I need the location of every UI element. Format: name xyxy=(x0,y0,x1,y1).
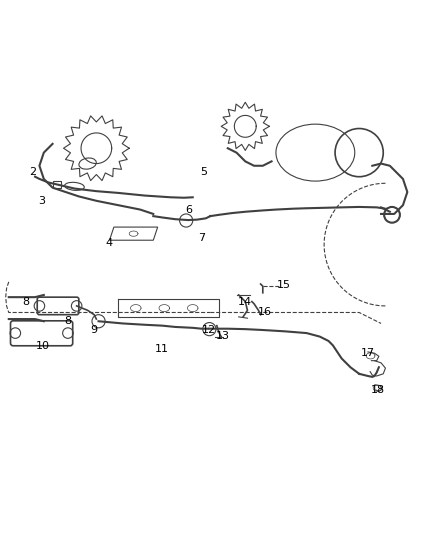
Text: 15: 15 xyxy=(277,280,291,290)
Text: 13: 13 xyxy=(215,330,230,341)
Text: 7: 7 xyxy=(198,233,205,243)
Text: 14: 14 xyxy=(237,297,251,308)
Text: 10: 10 xyxy=(36,341,50,351)
Text: 8: 8 xyxy=(22,296,29,306)
Text: 6: 6 xyxy=(186,205,193,215)
Text: 12: 12 xyxy=(202,325,216,335)
Text: 2: 2 xyxy=(29,167,36,177)
Text: 5: 5 xyxy=(200,167,207,177)
Text: 17: 17 xyxy=(361,348,375,358)
Text: 11: 11 xyxy=(155,344,169,354)
Text: 8: 8 xyxy=(64,316,71,326)
Text: 4: 4 xyxy=(105,238,112,248)
Text: 3: 3 xyxy=(38,196,45,206)
Text: 16: 16 xyxy=(258,308,272,318)
Text: 18: 18 xyxy=(371,385,385,395)
Text: 9: 9 xyxy=(91,325,98,335)
